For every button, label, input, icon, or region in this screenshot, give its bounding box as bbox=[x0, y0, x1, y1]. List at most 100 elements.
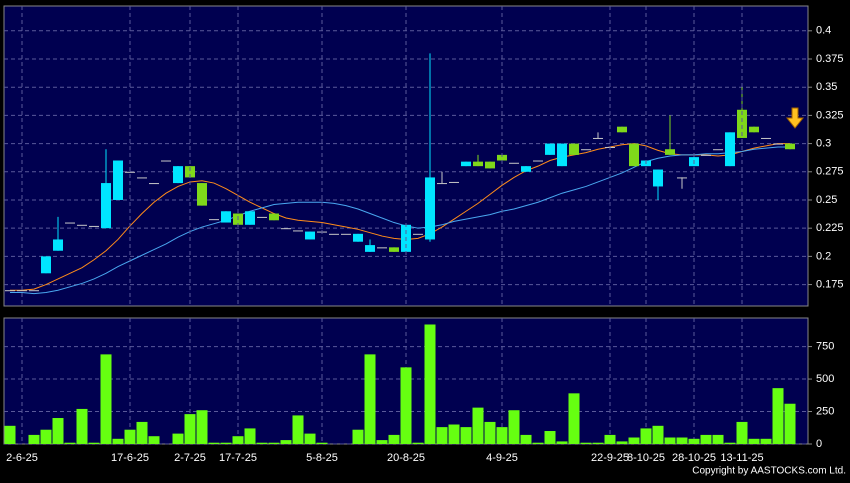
volume-bar bbox=[664, 437, 676, 444]
x-tick-label: 8-10-25 bbox=[627, 452, 665, 464]
candle-body bbox=[257, 216, 267, 218]
volume-bar bbox=[748, 438, 760, 444]
y-tick-label: 0.3 bbox=[816, 138, 831, 150]
y-tick-label: 0.375 bbox=[816, 53, 844, 65]
candle-body bbox=[545, 143, 555, 155]
volume-bar bbox=[484, 421, 496, 444]
y-tick-label: 0.275 bbox=[816, 166, 844, 178]
x-tick-label: 17-7-25 bbox=[219, 452, 257, 464]
volume-bar bbox=[652, 425, 664, 444]
volume-bar bbox=[256, 442, 268, 444]
volume-bar bbox=[88, 442, 100, 444]
x-tick-label: 13-11-25 bbox=[720, 452, 763, 464]
candle-body bbox=[65, 222, 75, 224]
candle-body bbox=[149, 183, 159, 185]
candle-body bbox=[761, 137, 771, 139]
candle-body bbox=[713, 149, 723, 151]
candle-body bbox=[485, 161, 495, 169]
x-tick-label: 28-10-25 bbox=[672, 452, 716, 464]
candle-body bbox=[461, 161, 471, 167]
candle-body bbox=[653, 169, 663, 187]
y-tick-label: 250 bbox=[816, 405, 834, 417]
volume-bar bbox=[472, 407, 484, 444]
volume-bar bbox=[424, 324, 436, 444]
candle-body bbox=[629, 143, 639, 167]
volume-bar bbox=[28, 434, 40, 444]
candle-body bbox=[245, 211, 255, 225]
candle-body bbox=[785, 143, 795, 150]
x-tick-label: 17-6-25 bbox=[111, 452, 149, 464]
candle-body bbox=[425, 177, 435, 240]
candle-body bbox=[173, 166, 183, 184]
candle-body bbox=[17, 290, 27, 292]
candle-body bbox=[593, 137, 603, 139]
volume-bar bbox=[40, 429, 52, 444]
volume-bar bbox=[688, 438, 700, 444]
candle-body bbox=[89, 225, 99, 227]
volume-bar bbox=[220, 442, 232, 444]
candle-body bbox=[221, 211, 231, 223]
candle-body bbox=[677, 177, 687, 179]
candle-body bbox=[509, 162, 519, 164]
candle-body bbox=[281, 228, 291, 230]
volume-bar bbox=[592, 442, 604, 444]
volume-bar bbox=[148, 436, 160, 444]
candle-body bbox=[473, 161, 483, 167]
copyright: Copyright by AASTOCKS.com Ltd. bbox=[692, 466, 846, 477]
candle-body bbox=[701, 154, 711, 156]
volume-bar bbox=[184, 414, 196, 444]
candle-body bbox=[197, 183, 207, 206]
volume-bar bbox=[352, 429, 364, 444]
y-tick-label: 0 bbox=[816, 438, 822, 450]
candle-body bbox=[77, 224, 87, 226]
y-tick-label: 0.225 bbox=[816, 222, 844, 234]
candle-body bbox=[581, 149, 591, 151]
volume-bar bbox=[712, 434, 724, 444]
volume-bar bbox=[628, 437, 640, 444]
candle-body bbox=[209, 219, 219, 221]
y-tick-label: 0.25 bbox=[816, 194, 837, 206]
candle-body bbox=[569, 143, 579, 155]
candle-body bbox=[305, 231, 315, 240]
y-tick-label: 500 bbox=[816, 373, 834, 385]
plot-layer: 0.175 0.2 0.225 0.25 0.275 0.3 0.325 0.35 0.375 0… bbox=[4, 6, 844, 464]
candle-body bbox=[413, 233, 423, 235]
volume-bar bbox=[124, 429, 136, 444]
moving-average-line bbox=[10, 143, 790, 291]
volume-bar bbox=[292, 415, 304, 444]
candle-body bbox=[377, 247, 387, 249]
candle-body bbox=[185, 166, 195, 178]
volume-bar bbox=[172, 433, 184, 444]
volume-bar bbox=[676, 437, 688, 444]
volume-bar bbox=[64, 442, 76, 444]
candle-body bbox=[389, 247, 399, 252]
candle-body bbox=[269, 213, 279, 221]
y-tick-label: 0.35 bbox=[816, 81, 837, 93]
x-tick-label: 5-8-25 bbox=[306, 452, 338, 464]
candle-body bbox=[5, 290, 15, 292]
candle-body bbox=[737, 109, 747, 138]
candle-body bbox=[41, 256, 51, 274]
volume-bar bbox=[604, 434, 616, 444]
volume-bar bbox=[700, 434, 712, 444]
y-tick-label: 0.2 bbox=[816, 250, 831, 262]
volume-bar bbox=[784, 403, 796, 444]
volume-bar bbox=[580, 442, 592, 444]
candle-body bbox=[329, 233, 339, 235]
volume-bar bbox=[52, 418, 64, 444]
x-tick-label: 2-7-25 bbox=[174, 452, 206, 464]
volume-bar bbox=[412, 442, 424, 444]
volume-bar bbox=[544, 431, 556, 444]
volume-bar bbox=[208, 442, 220, 444]
candle-body bbox=[617, 126, 627, 133]
volume-bar bbox=[724, 442, 736, 444]
volume-bar bbox=[772, 388, 784, 444]
candle-body bbox=[533, 160, 543, 162]
candle-body bbox=[353, 233, 363, 242]
volume-bar bbox=[568, 393, 580, 444]
volume-bar bbox=[244, 428, 256, 444]
volume-bar bbox=[508, 410, 520, 444]
volume-bar bbox=[400, 367, 412, 444]
candle-body bbox=[437, 183, 447, 185]
